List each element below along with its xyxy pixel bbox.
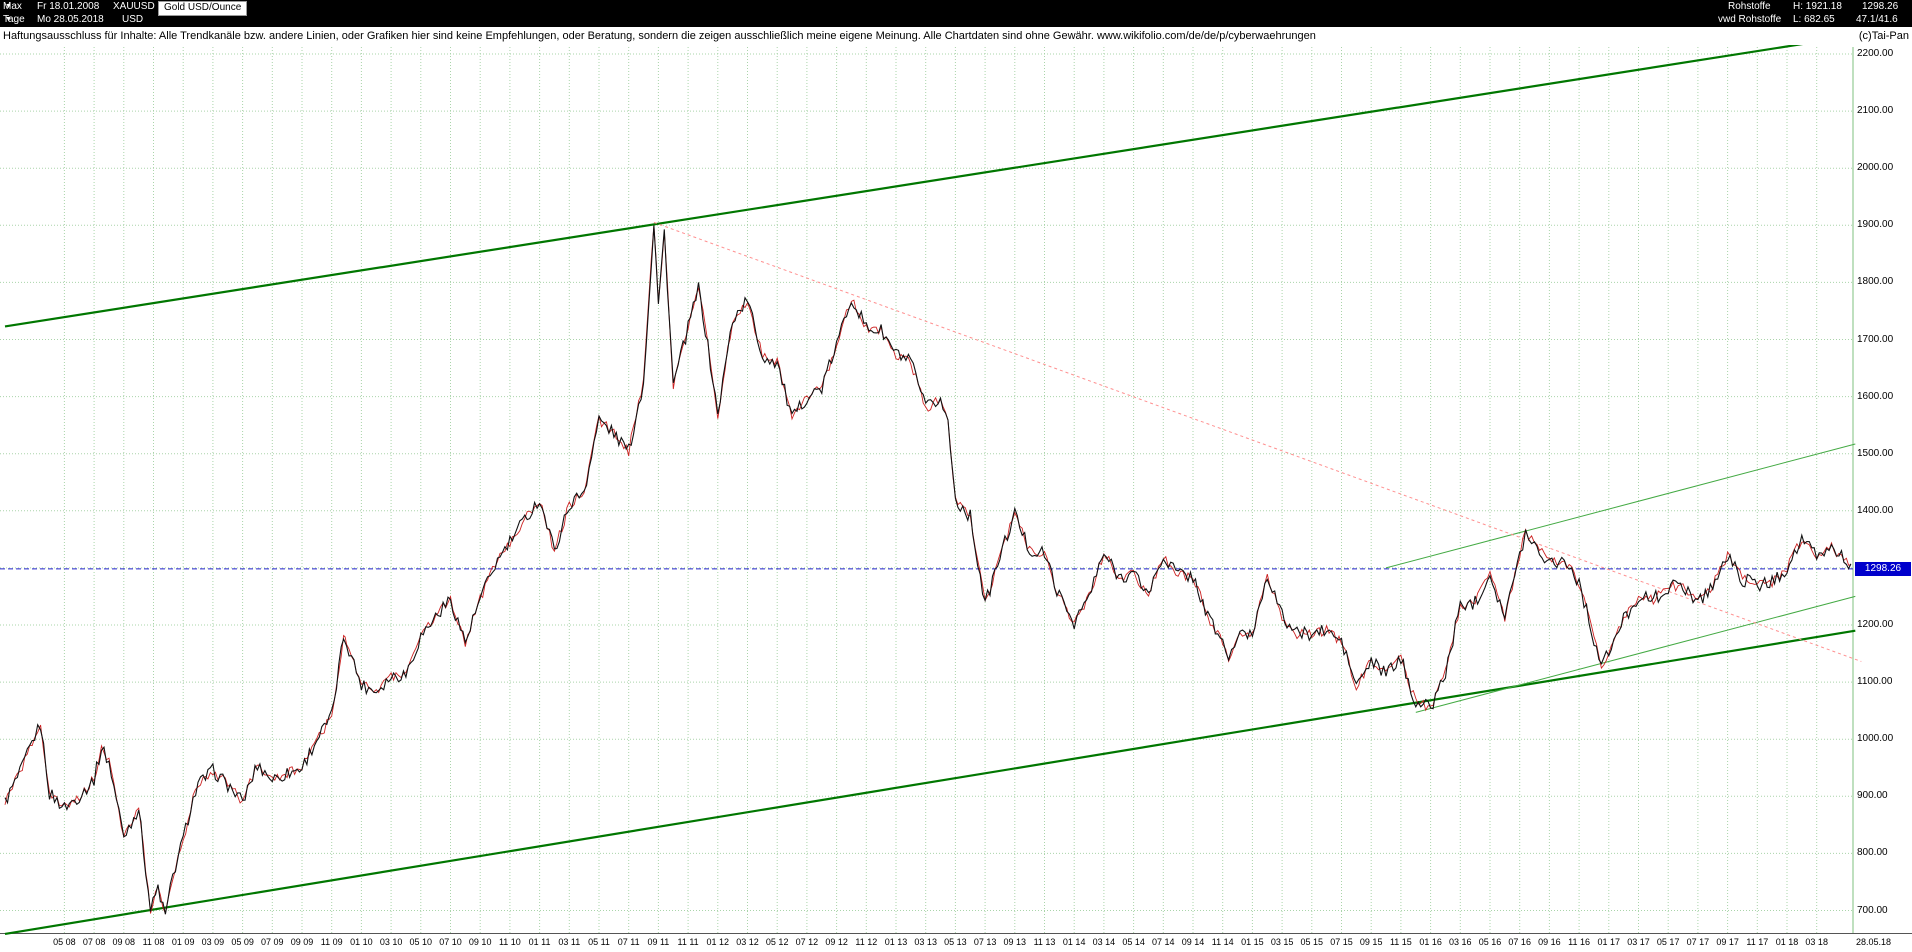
x-axis-label: 09 09 xyxy=(290,937,314,947)
x-axis-label: 01 15 xyxy=(1241,937,1264,947)
x-axis-label: 07 12 xyxy=(795,937,819,947)
x-axis-label: 05 08 xyxy=(53,937,76,947)
y-axis-label: 1200.00 xyxy=(1857,619,1894,630)
symbol-label: XAUUSD xyxy=(113,1,155,12)
y-axis-label: 1500.00 xyxy=(1857,447,1894,459)
x-axis-label: 11 12 xyxy=(855,937,878,947)
copyright-label: (c)Tai-Pan xyxy=(1858,30,1909,42)
x-axis-label: 01 16 xyxy=(1419,937,1442,947)
x-axis-label: 09 12 xyxy=(825,937,848,947)
x-axis-label: 03 17 xyxy=(1627,937,1650,947)
x-axis-label: 05 11 xyxy=(588,937,610,947)
y-axis-label: 1000.00 xyxy=(1857,733,1894,745)
x-axis-label: 07 10 xyxy=(439,937,462,947)
x-axis-label: 01 17 xyxy=(1597,937,1621,947)
x-axis-label: 03 13 xyxy=(914,937,937,947)
x-axis-label: 03 12 xyxy=(736,937,759,947)
x-axis-label: 03 15 xyxy=(1270,937,1294,947)
x-axis-label: 09 17 xyxy=(1716,937,1739,947)
x-axis-label: 09 08 xyxy=(112,937,136,947)
x-axis-label: 07 11 xyxy=(617,937,640,947)
x-axis-label: 03 18 xyxy=(1805,937,1828,947)
x-axis-label: 03 11 xyxy=(558,937,581,947)
disclaimer-text: Haftungsausschluss für Inhalte: Alle Tre… xyxy=(3,30,1316,42)
feed-label: vwd Rohstoffe xyxy=(1718,14,1782,25)
x-axis-label: 11 14 xyxy=(1211,937,1234,947)
x-axis-label: 01 14 xyxy=(1062,937,1086,947)
y-axis-label: 1700.00 xyxy=(1857,333,1894,345)
x-axis-label: 03 14 xyxy=(1092,937,1116,947)
x-axis-label: 05 12 xyxy=(765,937,789,947)
disclaimer-bar: Haftungsausschluss für Inhalte: Alle Tre… xyxy=(0,27,1912,45)
x-axis-label: 05 09 xyxy=(231,937,254,947)
caret-down-icon: ▼ xyxy=(5,3,12,10)
x-axis-label: 11 16 xyxy=(1568,937,1591,947)
x-axis-label: 11 11 xyxy=(677,937,699,947)
last-price-tag: 1298.26 xyxy=(1855,561,1911,576)
x-axis-label: 11 15 xyxy=(1389,937,1412,947)
chart-toolbar: Max ▼ Fr 18.01.2008 XAUUSD Gold USD/Ounce… xyxy=(0,0,1912,27)
x-axis-label: 01 09 xyxy=(171,937,195,947)
y-axis-label: 1100.00 xyxy=(1857,676,1893,688)
x-axis-label: 05 17 xyxy=(1656,937,1680,947)
x-axis-label: 07 14 xyxy=(1152,937,1175,947)
x-axis-end-label: 28.05.18 xyxy=(1856,937,1892,947)
x-axis-label: 07 09 xyxy=(261,937,284,947)
x-axis-label: 09 11 xyxy=(647,937,670,947)
x-axis-label: 09 15 xyxy=(1359,937,1383,947)
x-axis-label: 05 10 xyxy=(409,937,433,947)
x-axis-label: 01 12 xyxy=(706,937,730,947)
x-axis-label: 01 18 xyxy=(1775,937,1799,947)
x-axis-label: 01 10 xyxy=(350,937,373,947)
y-axis-label: 2000.00 xyxy=(1857,162,1894,174)
y-axis-label: 1600.00 xyxy=(1857,390,1894,402)
x-axis-label: 07 08 xyxy=(82,937,106,947)
x-axis-label: 07 17 xyxy=(1686,937,1710,947)
last-price-top: 1298.26 xyxy=(1862,1,1899,12)
instrument-name-box[interactable]: Gold USD/Ounce xyxy=(158,1,248,16)
x-axis-label: 05 13 xyxy=(944,937,967,947)
x-axis-label: 07 16 xyxy=(1508,937,1531,947)
price-chart-canvas[interactable] xyxy=(0,45,1912,952)
y-axis-label: 1400.00 xyxy=(1857,504,1894,516)
x-axis-label: 11 09 xyxy=(320,937,343,947)
x-axis-label: 05 15 xyxy=(1300,937,1324,947)
y-axis-label: 2100.00 xyxy=(1857,105,1894,117)
x-axis-label: 01 13 xyxy=(884,937,908,947)
y-axis-label: 1800.00 xyxy=(1857,276,1894,288)
x-axis-label: 03 10 xyxy=(379,937,403,947)
chart-area[interactable]: 700.00 800.00 900.00 1000.00 1100.00 1200.00 1… xyxy=(0,45,1912,952)
indicator-values: 47.1/41.6 xyxy=(1856,14,1898,25)
x-axis-label: 05 14 xyxy=(1122,937,1145,947)
low-value: L: 682.65 xyxy=(1793,14,1835,25)
x-axis-label: 07 13 xyxy=(973,937,997,947)
high-value: H: 1921.18 xyxy=(1793,1,1842,12)
category-label: Rohstoffe xyxy=(1728,1,1771,12)
x-axis-label: 11 08 xyxy=(142,937,165,947)
y-axis-label: 700.00 xyxy=(1857,904,1888,916)
x-axis-label: 09 16 xyxy=(1538,937,1561,947)
x-axis-label: 03 09 xyxy=(201,937,225,947)
x-axis-label: 07 15 xyxy=(1330,937,1353,947)
y-axis-label: 1900.00 xyxy=(1857,219,1894,231)
x-axis-label: 09 10 xyxy=(468,937,492,947)
x-axis-label: 09 13 xyxy=(1003,937,1027,947)
y-axis-label: 2200.00 xyxy=(1857,48,1894,59)
x-axis-label: 03 16 xyxy=(1449,937,1472,947)
x-axis-label: 05 16 xyxy=(1478,937,1502,947)
x-axis-label: 11 17 xyxy=(1746,937,1769,947)
caret-down-icon: ▼ xyxy=(5,16,12,23)
x-axis-label: 11 13 xyxy=(1033,937,1056,947)
end-date-field[interactable]: Mo 28.05.2018 xyxy=(37,14,104,25)
y-axis-label: 800.00 xyxy=(1857,847,1888,859)
y-axis-label: 900.00 xyxy=(1857,790,1888,802)
currency-label: USD xyxy=(122,14,144,25)
start-date-field[interactable]: Fr 18.01.2008 xyxy=(37,1,100,12)
x-axis-label: 09 14 xyxy=(1181,937,1205,947)
x-axis-label: 11 10 xyxy=(498,937,521,947)
x-axis-label: 01 11 xyxy=(528,937,551,947)
